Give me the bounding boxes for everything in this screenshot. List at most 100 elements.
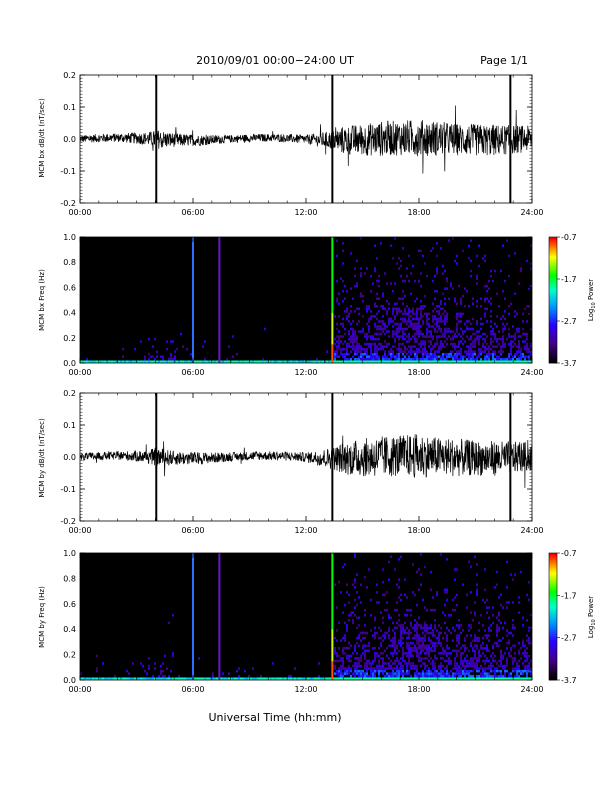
spectrogram-cell <box>518 360 520 363</box>
spectrogram-cell <box>384 272 386 275</box>
spectrogram-cell <box>404 294 406 298</box>
spectrogram-cell <box>464 646 466 650</box>
spectrogram-cell <box>478 659 480 663</box>
spectrogram-cell <box>442 332 444 336</box>
spectrogram-cell <box>444 352 446 356</box>
broadband-event-line <box>331 309 334 313</box>
spectrogram-cell <box>446 558 448 561</box>
spectrogram-cell <box>466 325 468 328</box>
spectrogram-cell <box>496 355 498 358</box>
spectrogram-cell <box>110 360 112 363</box>
spectrogram-cell <box>506 641 508 645</box>
spectrogram-cell <box>464 667 466 670</box>
spectrogram-cell <box>344 563 346 566</box>
spectrogram-cell <box>386 677 388 680</box>
spectrogram-cell <box>418 327 420 331</box>
spectrogram-cell <box>342 652 344 655</box>
colorbar-segment <box>549 605 557 609</box>
spectrogram-cell <box>114 677 116 680</box>
spectrogram-cell <box>338 621 340 625</box>
spectrogram-cell <box>374 657 376 660</box>
spectrogram-cell <box>228 677 230 680</box>
spectrogram-cell <box>404 307 406 311</box>
spectrogram-cell <box>144 677 146 680</box>
spectrogram-cell <box>414 629 416 632</box>
spectrogram-cell <box>408 254 410 258</box>
spectrogram-cell <box>430 350 432 353</box>
spectrogram-cell <box>396 677 398 680</box>
spectrogram-cell <box>472 662 474 665</box>
spectrogram-cell <box>356 347 358 351</box>
spectrogram-cell <box>102 662 104 665</box>
x-tick-label: 18:00 <box>407 368 430 377</box>
spectrogram-cell <box>338 360 340 363</box>
spectrogram-cell <box>512 325 514 328</box>
spectrogram-cell <box>420 315 422 318</box>
spectrogram-cell <box>372 342 374 346</box>
spectrogram-cell <box>416 649 418 653</box>
spectrogram-cell <box>390 555 392 559</box>
colorbar-segment <box>549 327 557 330</box>
spectrogram-cell <box>468 560 470 564</box>
spectrogram-cell <box>396 657 398 660</box>
spectrogram-cell <box>494 641 496 645</box>
spectrogram-cell <box>318 677 320 680</box>
spectrogram-cell <box>530 669 532 673</box>
spectrogram-cell <box>382 355 384 358</box>
spectrogram-cell <box>412 350 414 353</box>
spectrogram-cell <box>432 335 434 338</box>
spectrogram-cell <box>170 352 172 356</box>
spectrogram-cell <box>520 672 522 675</box>
spectrogram-cell <box>530 641 532 645</box>
spectrogram-cell <box>470 624 472 627</box>
spectrogram-cell <box>352 335 354 338</box>
spectrogram-cell <box>432 596 434 599</box>
spectrogram-cell <box>416 317 418 321</box>
spectrogram-cell <box>472 664 474 668</box>
spectrogram-cell <box>154 337 156 341</box>
spectrogram-cell <box>416 677 418 680</box>
spectrogram-cell <box>340 639 342 642</box>
spectrogram-cell <box>108 360 110 363</box>
spectrogram-cell <box>148 667 150 670</box>
spectrogram-cell <box>468 305 470 308</box>
spectrogram-cell <box>342 300 344 303</box>
spectrogram-cell <box>364 272 366 275</box>
colorbar-segment <box>549 586 557 590</box>
spectrogram-cell <box>446 352 448 356</box>
spectrogram-cell <box>378 279 380 283</box>
colorbar-segment <box>549 251 557 255</box>
spectrogram-cell <box>394 677 396 680</box>
spectrogram-cell <box>268 360 270 363</box>
spectrogram-cell <box>398 649 400 653</box>
spectrogram-cell <box>470 322 472 326</box>
spectrogram-cell <box>420 672 422 675</box>
spectrogram-cell <box>498 639 500 642</box>
spectrogram-cell <box>500 317 502 321</box>
spectrogram-cell <box>414 352 416 356</box>
spectrogram-cell <box>392 669 394 673</box>
spectrogram-cell <box>416 667 418 670</box>
spectrogram-cell <box>448 629 450 632</box>
spectrogram-cell <box>436 674 438 678</box>
spectrogram-cell <box>490 664 492 668</box>
spectrogram-cell <box>340 667 342 670</box>
y-tick-label: 0.2 <box>63 651 76 660</box>
spectrogram-cell <box>374 616 376 620</box>
spectrogram-cell <box>418 657 420 660</box>
spectrogram-cell <box>398 357 400 361</box>
spectrogram-cell <box>512 667 514 670</box>
spectrogram-cell <box>302 677 304 680</box>
spectrogram-cell <box>376 591 378 594</box>
spectrogram-cell <box>520 646 522 650</box>
spectrogram-cell <box>336 279 338 283</box>
spectrogram-cell <box>406 347 408 351</box>
spectrogram-cell <box>376 601 378 604</box>
spectrogram-cell <box>256 677 258 680</box>
spectrogram-cell <box>432 664 434 668</box>
spectrogram-cell <box>494 667 496 670</box>
spectrogram-cell <box>150 677 152 680</box>
spectrogram-cell <box>460 654 462 658</box>
spectrogram-cell <box>398 662 400 665</box>
spectrogram-cell <box>382 659 384 663</box>
